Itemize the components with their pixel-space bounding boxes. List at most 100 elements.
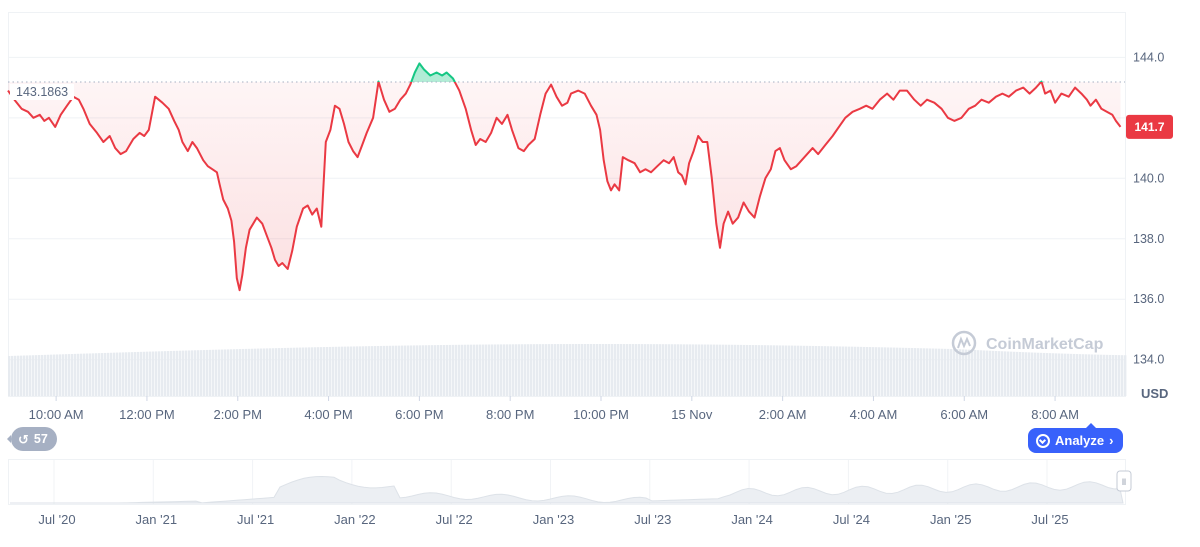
volume-bar (809, 345, 812, 396)
volume-bar (299, 347, 302, 396)
volume-bar (224, 349, 227, 396)
volume-bar (437, 345, 440, 396)
volume-bar (977, 350, 980, 396)
volume-bar (833, 346, 836, 396)
volume-bar (818, 346, 821, 396)
volume-bar (947, 348, 950, 396)
navigator-label: Jul '24 (833, 512, 870, 527)
volume-bar (845, 346, 848, 396)
volume-bar (362, 346, 365, 396)
volume-bar (305, 347, 308, 396)
volume-bar (1043, 352, 1046, 396)
volume-bar (866, 346, 869, 396)
volume-bar (587, 344, 590, 396)
volume-bar (1034, 352, 1037, 396)
area-fill-above (378, 63, 1042, 82)
volume-bar (785, 345, 788, 396)
volume-bar (1055, 353, 1058, 396)
volume-bar (542, 344, 545, 396)
volume-bar (107, 352, 110, 396)
x-tick-label: 8:00 PM (486, 407, 534, 422)
volume-bar (257, 348, 260, 396)
volume-bar (233, 349, 236, 396)
current-price-bg (1126, 114, 1173, 139)
x-tick-label: 6:00 AM (940, 407, 988, 422)
volume-bar (137, 351, 140, 396)
volume-bar (512, 344, 515, 396)
volume-bar (593, 344, 596, 396)
volume-bar (878, 347, 881, 396)
volume-bar (185, 350, 188, 396)
volume-bar (629, 344, 632, 396)
volume-bar (626, 344, 629, 396)
volume-bar (98, 353, 101, 396)
volume-bar (503, 344, 506, 396)
volume-bar (509, 344, 512, 396)
volume-bar (647, 344, 650, 396)
volume-bar (872, 347, 875, 396)
volume-bar (554, 344, 557, 396)
volume-bar (101, 353, 104, 396)
history-count: 57 (33, 432, 48, 446)
volume-bar (725, 344, 728, 396)
volume-bar (281, 348, 284, 396)
volume-bar (32, 355, 35, 396)
volume-bar (374, 346, 377, 396)
volume-bar (674, 344, 677, 396)
currency-label: USD (1141, 386, 1168, 401)
volume-bar (704, 344, 707, 396)
volume-bar (398, 345, 401, 396)
volume-bar (1025, 352, 1028, 396)
volume-bar (680, 344, 683, 396)
volume-bar (911, 348, 914, 396)
volume-bar (422, 345, 425, 396)
volume-bar (881, 347, 884, 396)
volume-bar (194, 350, 197, 396)
volume-bar (656, 344, 659, 396)
reference-label-bg (10, 84, 74, 100)
history-badge[interactable]: ↺ 57 (7, 427, 57, 451)
volume-bar (980, 350, 983, 396)
volume-bar (458, 344, 461, 396)
volume-bar (455, 344, 458, 396)
volume-bar (80, 353, 83, 396)
volume-bar (56, 354, 59, 396)
volume-bar (92, 353, 95, 396)
volume-bar (617, 344, 620, 396)
volume-bar (830, 346, 833, 396)
volume-bar (935, 348, 938, 396)
volume-bar (608, 344, 611, 396)
x-tick-label: 2:00 AM (759, 407, 807, 422)
volume-bar (797, 345, 800, 396)
volume-bar (731, 344, 734, 396)
volume-bar (122, 352, 125, 396)
volume-bar (719, 344, 722, 396)
volume-bar (806, 345, 809, 396)
navigator[interactable]: ll Jul '20 Jan '21 Jul '21 Jan '22 Jul '22 Ja… (8, 459, 1132, 528)
volume-bar (191, 350, 194, 396)
volume-bar (383, 345, 386, 396)
volume-bar (125, 352, 128, 396)
volume-bar (221, 349, 224, 396)
volume-bar (905, 347, 908, 396)
volume-bars (8, 344, 1127, 396)
volume-bar (950, 348, 953, 396)
navigator-label: Jul '25 (1031, 512, 1068, 527)
volume-bar (365, 346, 368, 396)
volume-bar (662, 344, 665, 396)
x-tick-label: 10:00 PM (573, 407, 629, 422)
analyze-button[interactable]: Analyze › (1028, 423, 1124, 453)
volume-bar (1037, 352, 1040, 396)
volume-bar (371, 346, 374, 396)
volume-bar (602, 344, 605, 396)
volume-bar (164, 351, 167, 396)
volume-bar (218, 349, 221, 396)
volume-bar (71, 353, 74, 396)
volume-bar (842, 346, 845, 396)
navigator-handle[interactable] (1116, 470, 1132, 492)
volume-bar (710, 344, 713, 396)
volume-bar (140, 351, 143, 396)
volume-bar (1019, 352, 1022, 396)
x-tick-label: 12:00 PM (119, 407, 175, 422)
